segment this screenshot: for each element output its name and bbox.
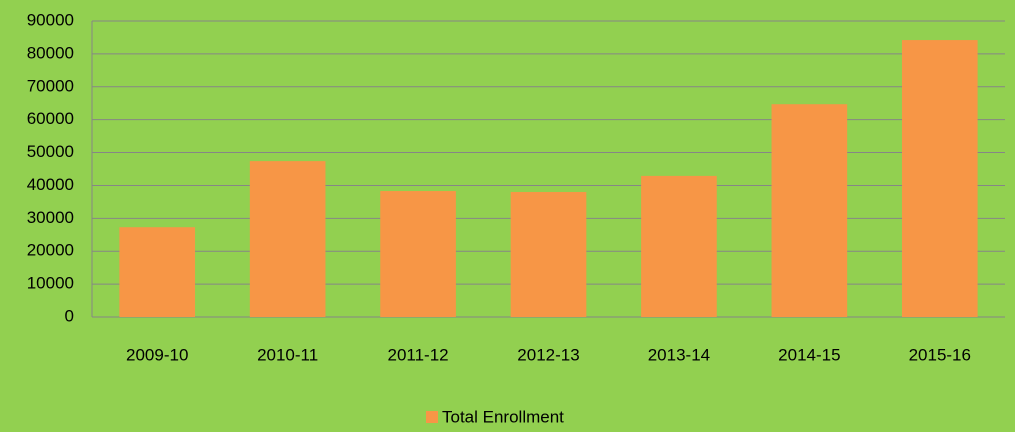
x-tick-label: 2010-11	[257, 345, 318, 364]
bar	[641, 175, 717, 317]
y-tick-label: 90000	[27, 10, 74, 29]
y-tick-label: 80000	[27, 43, 74, 62]
legend-swatch	[426, 411, 438, 423]
x-tick-label: 2015-16	[909, 345, 971, 364]
bar	[119, 227, 196, 317]
x-tick-label: 2012-13	[517, 345, 579, 364]
y-tick-label: 10000	[27, 274, 74, 293]
y-tick-label: 0	[65, 306, 74, 325]
y-tick-label: 20000	[27, 241, 74, 260]
y-tick-label: 70000	[27, 76, 74, 95]
bar	[249, 161, 326, 317]
bar	[510, 192, 587, 317]
bar	[901, 40, 978, 317]
x-tick-label: 2013-14	[648, 345, 710, 364]
bar	[771, 104, 848, 317]
y-tick-label: 60000	[27, 109, 74, 128]
legend-label: Total Enrollment	[442, 407, 564, 426]
x-tick-label: 2014-15	[778, 345, 840, 364]
x-tick-label: 2011-12	[388, 345, 449, 364]
x-tick-label: 2009-10	[126, 345, 188, 364]
bar	[380, 191, 456, 317]
y-tick-label: 50000	[27, 142, 74, 161]
y-tick-label: 30000	[27, 208, 74, 227]
y-tick-label: 40000	[27, 175, 74, 194]
